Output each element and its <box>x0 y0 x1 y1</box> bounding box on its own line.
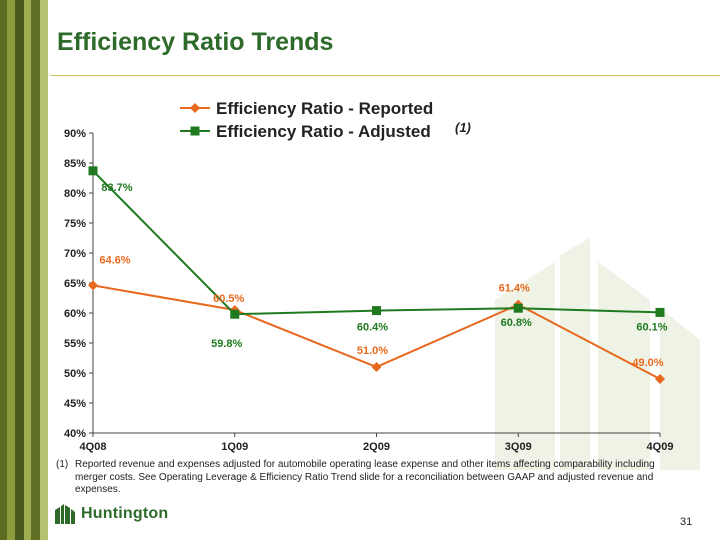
data-point-diamond <box>88 280 98 291</box>
y-tick-label: 60% <box>64 308 86 320</box>
data-point-square <box>513 303 523 313</box>
page-number: 31 <box>680 516 693 528</box>
data-label-adjusted: 59.8% <box>211 338 242 350</box>
legend-footnote-marker: (1) <box>455 120 471 135</box>
data-point-square <box>88 166 98 176</box>
x-tick-label: 2Q09 <box>363 441 390 453</box>
x-tick-label: 4Q08 <box>80 441 107 453</box>
data-label-reported: 51.0% <box>357 345 388 357</box>
series-line-adjusted <box>92 170 661 316</box>
data-label-reported: 64.6% <box>99 254 130 266</box>
data-point-square <box>190 126 200 136</box>
x-tick-label: 1Q09 <box>221 441 248 453</box>
y-tick-label: 75% <box>64 218 86 230</box>
x-tick-label: 4Q09 <box>647 441 674 453</box>
huntington-logo-icon <box>55 504 75 524</box>
y-tick-label: 85% <box>64 158 86 170</box>
chart-series <box>88 166 665 384</box>
data-point-diamond <box>655 374 665 384</box>
left-stripe-decoration <box>0 0 48 540</box>
y-tick-label: 65% <box>64 278 86 290</box>
data-label-adjusted: 60.1% <box>636 321 667 333</box>
y-tick-label: 45% <box>64 398 86 410</box>
footnote: (1) Reported revenue and expenses adjust… <box>56 459 676 497</box>
legend-label: Efficiency Ratio - Adjusted <box>216 122 431 141</box>
y-tick-label: 80% <box>64 188 86 200</box>
x-tick-label: 3Q09 <box>505 441 532 453</box>
data-label-adjusted: 83.7% <box>101 182 132 194</box>
chart-legend: Efficiency Ratio - Reported Efficiency Ra… <box>180 99 471 141</box>
footnote-number: (1) <box>56 459 69 470</box>
data-point-square <box>230 309 240 319</box>
data-point-square <box>372 306 381 316</box>
chart-data-labels: 64.6% 60.5% 51.0% 61.4% 49.0% 83.7% 59.8% 60.4%… <box>99 182 667 369</box>
chart-axes: 40% 45% 50% 55% 60% 65% 70% 75% 80% 85% 90% 4Q08 1Q0… <box>64 128 673 453</box>
y-tick-label: 55% <box>64 338 86 350</box>
title-divider <box>50 75 720 76</box>
data-label-reported: 60.5% <box>213 293 244 305</box>
data-label-reported: 49.0% <box>632 357 663 369</box>
data-label-reported: 61.4% <box>499 283 530 295</box>
y-tick-label: 70% <box>64 248 86 260</box>
footnote-text: Reported revenue and expenses adjusted f… <box>75 459 655 495</box>
y-tick-label: 50% <box>64 368 86 380</box>
brand-logo: Huntington <box>54 504 168 524</box>
data-point-diamond <box>371 362 382 372</box>
legend-label: Efficiency Ratio - Reported <box>216 99 433 118</box>
data-point-diamond <box>190 103 200 113</box>
page-title: Efficiency Ratio Trends <box>57 28 334 56</box>
data-label-adjusted: 60.4% <box>357 322 388 334</box>
data-point-square <box>655 307 665 317</box>
y-tick-label: 40% <box>64 428 86 440</box>
brand-name: Huntington <box>81 505 169 522</box>
y-tick-label: 90% <box>64 128 86 140</box>
data-label-adjusted: 60.8% <box>501 317 532 329</box>
